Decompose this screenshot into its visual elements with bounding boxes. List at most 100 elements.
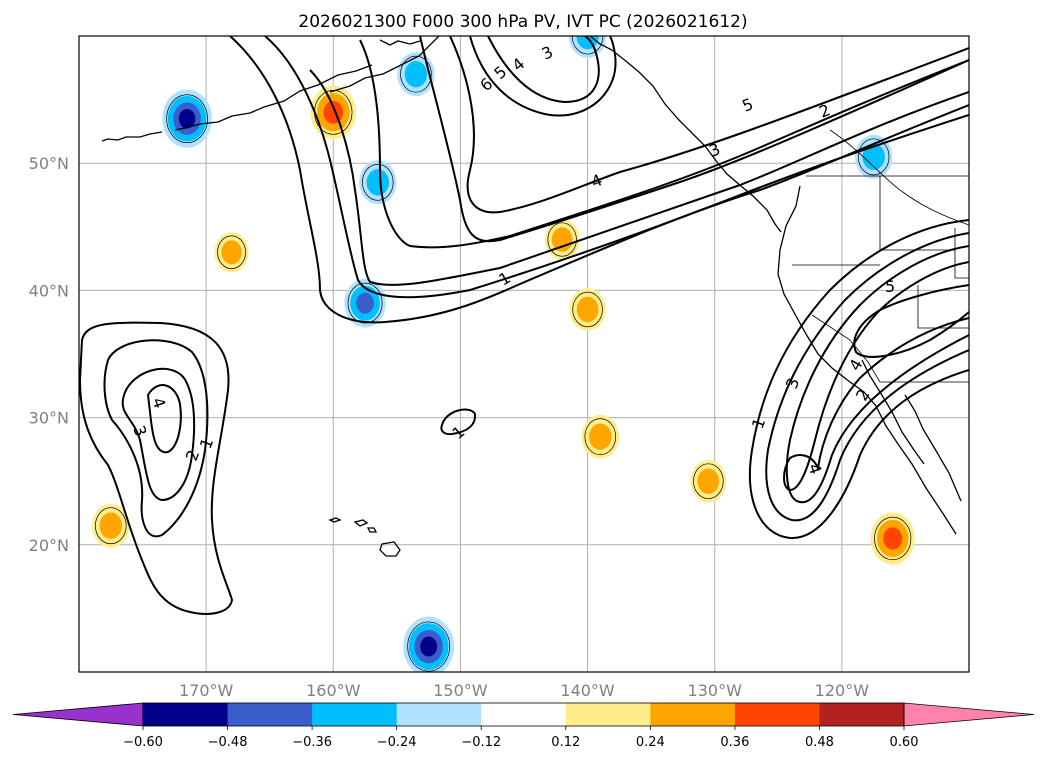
colorbar-tick-label: 0.48 (805, 735, 834, 750)
coastlines (101, 36, 962, 557)
pv-level (576, 296, 599, 323)
pv-level (420, 636, 438, 657)
colorbar-tick-label: −0.60 (123, 735, 163, 750)
colorbar-tick-label: 0.60 (890, 735, 919, 750)
colorbar-segment (227, 703, 313, 726)
pv-outline (572, 291, 603, 328)
pv-outline (874, 516, 912, 561)
pv-anomaly (569, 288, 606, 331)
ivt-contour-3-west (121, 368, 196, 502)
pv-outline (347, 282, 383, 324)
pv-anomaly (310, 85, 357, 140)
ivt-contour-1-island (440, 408, 477, 436)
ivt-contour-2-east (765, 232, 969, 522)
pv-outline (407, 621, 450, 672)
pv-outline (400, 55, 432, 93)
ivt-contour-1-west (79, 321, 234, 615)
pv-anomaly (397, 52, 435, 97)
pv-anomaly (162, 89, 212, 148)
x-tick-label: 140°W (560, 681, 615, 700)
chart-title: 2026021300 F000 300 hPa PV, IVT PC (2026… (298, 12, 747, 32)
x-tick-label: 120°W (815, 681, 870, 700)
colorbar-segment (819, 703, 905, 726)
colorbar-tick-label: −0.48 (208, 735, 248, 750)
pv-anomaly (403, 616, 455, 672)
x-tick-label: 170°W (179, 681, 234, 700)
x-tick-labels: 170°W 160°W 150°W 140°W 130°W 120°W (179, 681, 869, 700)
pv-outline (362, 163, 394, 201)
colorbar: −0.60 −0.48 −0.36 −0.24 −0.12 0.12 0.24 0.36 0.4… (12, 702, 1035, 750)
y-tick-label: 20°N (29, 536, 69, 555)
colorbar-extend-high (903, 702, 1035, 727)
pv-anomaly (854, 134, 893, 179)
pv-anomaly (359, 160, 397, 205)
ivt-contour-1-east (748, 219, 969, 540)
colorbar-extend-low (12, 702, 144, 727)
pv-outline (857, 138, 890, 176)
pv-level (404, 60, 428, 88)
pv-level (862, 143, 885, 171)
x-tick-label: 130°W (688, 681, 743, 700)
colorbar-tick-label: 0.36 (720, 735, 749, 750)
pv-level (221, 240, 242, 265)
colorbar-frame (142, 702, 905, 727)
pv-outline (693, 463, 724, 499)
ivt-contour-2-ar (264, 36, 969, 299)
state-borders (792, 129, 969, 383)
y-tick-label: 40°N (29, 281, 69, 300)
pv-outline (571, 36, 604, 55)
pv-anomaly (214, 232, 249, 273)
ivt-contours (79, 36, 969, 615)
x-tick-label: 150°W (433, 681, 488, 700)
ivt-contour-4-west (146, 384, 182, 454)
map-frame (78, 35, 970, 673)
pv-level (323, 100, 344, 124)
ivt-contour-5-east (853, 284, 969, 358)
colorbar-segment (565, 703, 651, 726)
y-tick-label: 30°N (29, 409, 69, 428)
pv-level (99, 512, 123, 539)
ivt-contour-3-gulf (487, 36, 600, 104)
pv-anomaly (870, 512, 915, 565)
pv-level (589, 423, 612, 450)
pv-level (697, 468, 720, 494)
pv-level (366, 169, 390, 196)
colorbar-tick-label: 0.12 (551, 735, 580, 750)
colorbar-segment (734, 703, 820, 726)
ivt-contour-1-ar (229, 36, 969, 324)
colorbar-segment (312, 703, 398, 726)
map-area (79, 36, 969, 672)
ivt-contour-3-ar (309, 69, 969, 286)
pv-outline (217, 235, 246, 269)
x-tick-label: 160°W (306, 681, 361, 700)
ivt-contour-6-ar (449, 36, 969, 214)
pv-outline (547, 222, 577, 257)
ivt-contour-5-ar (419, 36, 969, 243)
ivt-contour-4-east (783, 261, 969, 492)
pv-anomaly (690, 460, 727, 503)
colorbar-tick-label: −0.24 (377, 735, 417, 750)
pv-anomaly (344, 278, 386, 328)
ivt-contour-2-west (103, 339, 209, 538)
colorbar-tick-label: −0.36 (292, 735, 332, 750)
y-tick-labels: 20°N 30°N 40°N 50°N (29, 154, 69, 555)
colorbar-segment (650, 703, 736, 726)
colorbar-tick-label: 0.24 (636, 735, 665, 750)
contour-label-5-east: 5 (885, 277, 895, 296)
pv-level (356, 292, 374, 314)
pv-anomaly (581, 414, 619, 459)
pv-anomaly (92, 503, 130, 548)
colorbar-segment (143, 703, 229, 726)
y-tick-label: 50°N (29, 154, 69, 173)
pv-level (178, 108, 196, 129)
colorbar-segment (396, 703, 482, 726)
pv-outline (166, 94, 208, 143)
pv-level (883, 527, 903, 550)
pv-outline (95, 507, 127, 545)
ivt-contour-4-gulf (469, 36, 617, 117)
colorbar-segment (481, 703, 567, 726)
ivt-contour-3-east (785, 245, 969, 504)
pv-outline (584, 418, 617, 456)
colorbar-tick-label: −0.12 (461, 735, 501, 750)
